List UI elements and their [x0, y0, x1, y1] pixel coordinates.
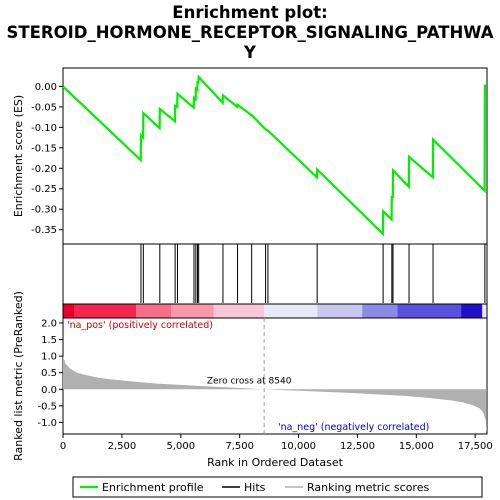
metric-y-tick-label: -1.0	[37, 418, 57, 429]
title-line: STEROID_HORMONE_RECEPTOR_SIGNALING_PATHW…	[7, 23, 494, 42]
color-bar-segment	[171, 304, 214, 318]
x-tick-label: 12,500	[340, 441, 375, 452]
x-axis-label: Rank in Ordered Dataset	[207, 456, 344, 469]
es-y-tick-label: -0.15	[31, 143, 57, 154]
metric-plot-frame	[62, 317, 488, 435]
metric-y-tick-label: 1.5	[41, 335, 57, 346]
ranking-metric-area	[63, 356, 487, 433]
metric-panel: Zero cross at 8540 'na_pos' (positively …	[12, 291, 493, 469]
hits-frame	[62, 243, 488, 305]
color-bar-segment	[136, 304, 172, 318]
x-ticks: 0 2,500 5,000 7,500 10,000 12,500 15,000 17,500	[60, 434, 493, 452]
x-tick-label: 0	[60, 441, 66, 452]
es-y-tick-label: -0.35	[31, 225, 57, 236]
title-line: Enrichment plot:	[172, 3, 327, 22]
metric-y-tick-label: 1.0	[41, 352, 57, 363]
metric-y-tick-label: -0.5	[37, 401, 57, 412]
color-bar-segment	[317, 304, 363, 318]
ranking-color-bar	[62, 303, 488, 319]
metric-y-tick-label: 0.5	[41, 368, 57, 379]
legend-label-enrichment: Enrichment profile	[102, 481, 204, 494]
es-y-tick-label: -0.05	[31, 102, 57, 113]
x-tick-label: 17,500	[458, 441, 493, 452]
color-bar-segment	[213, 304, 265, 318]
chart-title: Enrichment plot:STEROID_HORMONE_RECEPTOR…	[7, 3, 494, 62]
x-tick-label: 2,500	[108, 441, 137, 452]
x-tick-label: 7,500	[225, 441, 254, 452]
es-y-ticks: 0.00 -0.05 -0.10 -0.15 -0.20 -0.25 -0.30 -0.35	[31, 82, 63, 236]
color-bar-segment	[63, 304, 75, 318]
hit-lines	[140, 244, 486, 303]
es-y-tick-label: -0.10	[31, 123, 57, 134]
metric-y-tick-label: 2.0	[41, 318, 57, 329]
es-y-tick-label: 0.00	[35, 82, 57, 93]
hits-panel	[62, 243, 488, 305]
enrichment-profile-line	[62, 74, 487, 237]
es-y-axis-label: Enrichment score (ES)	[12, 95, 25, 217]
color-bar-segment	[362, 304, 398, 318]
legend-frame	[72, 476, 483, 498]
color-bar-segment	[74, 304, 137, 318]
es-plot-frame	[62, 67, 488, 245]
legend-label-hits: Hits	[244, 481, 266, 494]
es-panel: 0.00-0.05-0.10-0.15-0.20-0.25-0.30-0.35 …	[12, 67, 488, 245]
color-bar-segment	[482, 304, 487, 318]
color-bar-segment	[461, 304, 483, 318]
es-y-tick-label: -0.20	[31, 164, 57, 175]
x-tick-label: 10,000	[281, 441, 316, 452]
x-tick-label: 5,000	[166, 441, 195, 452]
positive-correlation-label: 'na_pos' (positively correlated)	[67, 320, 213, 331]
metric-y-ticks: 2.0 1.5 1.0 0.5 0.0 -0.5 -1.0	[37, 318, 63, 429]
title-line: Y	[243, 43, 257, 62]
legend: Enrichment profile Hits Ranking metric sco…	[72, 476, 483, 498]
negative-correlation-label: 'na_neg' (negatively correlated)	[278, 422, 429, 433]
es-y-tick-label: -0.30	[31, 205, 57, 216]
metric-y-axis-label: Ranked list metric (PreRanked)	[12, 291, 25, 461]
color-bar-segment	[397, 304, 462, 318]
color-bar-segment	[264, 304, 318, 318]
x-tick-label: 15,000	[399, 441, 434, 452]
es-y-tick-label: -0.25	[31, 184, 57, 195]
zero-cross-label: Zero cross at 8540	[207, 376, 292, 386]
legend-label-metric: Ranking metric scores	[307, 481, 429, 494]
metric-y-tick-label: 0.0	[41, 385, 57, 396]
